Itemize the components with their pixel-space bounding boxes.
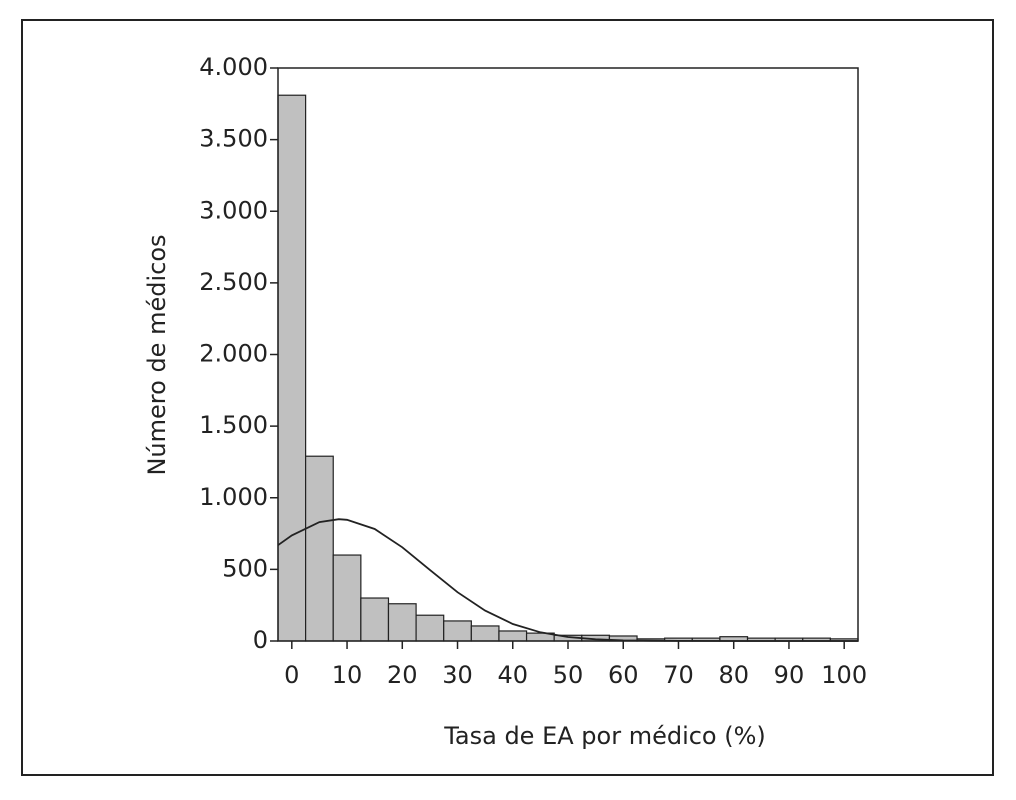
x-tick-label: 40	[497, 661, 528, 689]
bar	[332, 554, 362, 642]
x-tick-label: 50	[553, 661, 584, 689]
bar	[470, 625, 500, 642]
y-tick-label: 0	[253, 626, 268, 654]
bar	[498, 630, 528, 642]
y-tick-label: 2.000	[199, 340, 268, 368]
frame	[21, 19, 994, 776]
x-tick-label: 20	[387, 661, 418, 689]
y-tick-label: 3.500	[199, 125, 268, 153]
y-tick-label: 4.000	[199, 53, 268, 81]
x-tick-label: 10	[332, 661, 363, 689]
y-axis-label: Número de médicos	[143, 234, 171, 475]
bar	[277, 94, 307, 642]
x-tick-label: 0	[284, 661, 299, 689]
x-tick-label: 60	[608, 661, 639, 689]
y-tick-label: 1.000	[199, 483, 268, 511]
x-tick-label: 90	[774, 661, 805, 689]
x-tick-label: 30	[442, 661, 473, 689]
x-tick-label: 70	[663, 661, 694, 689]
y-tick-label: 500	[222, 554, 268, 582]
bar	[387, 603, 417, 642]
y-tick-label: 2.500	[199, 268, 268, 296]
bar	[415, 614, 445, 642]
bar	[305, 455, 334, 642]
x-axis-label: Tasa de EA por médico (%)	[443, 722, 766, 750]
x-tick-label: 80	[718, 661, 749, 689]
x-tick-label: 100	[821, 661, 867, 689]
y-tick-label: 3.000	[199, 196, 268, 224]
plot-border	[277, 67, 859, 642]
bar	[443, 620, 472, 642]
y-tick-label: 1.500	[199, 411, 268, 439]
bar	[360, 597, 390, 642]
